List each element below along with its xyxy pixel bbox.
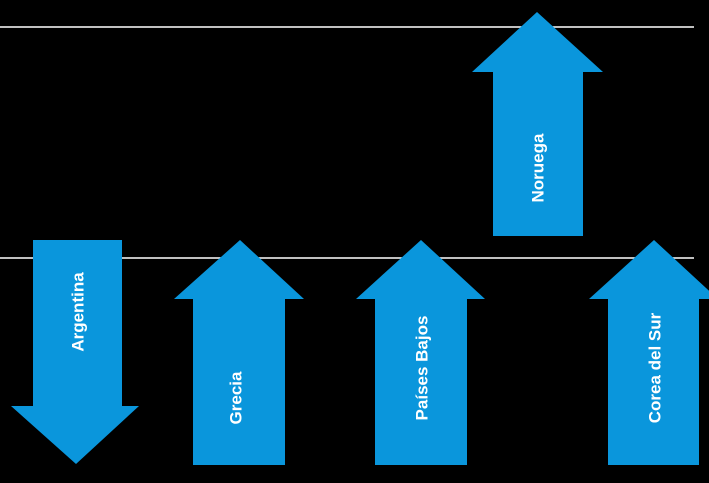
arrow-corea-del-sur-label: Corea del Sur <box>646 312 665 423</box>
arrow-grecia-shape <box>174 240 304 465</box>
arrow-noruega-label: Noruega <box>529 133 548 203</box>
arrow-corea-del-sur: Corea del Sur <box>589 240 709 465</box>
arrow-paises-bajos: Países Bajos <box>356 240 485 465</box>
arrow-argentina-label: Argentina <box>69 272 88 352</box>
arrow-argentina: Argentina <box>11 240 139 464</box>
arrow-paises-bajos-label: Países Bajos <box>413 316 432 421</box>
arrow-noruega: Noruega <box>472 12 603 236</box>
arrow-grecia: Grecia <box>174 240 304 465</box>
arrow-noruega-shape <box>472 12 603 236</box>
arrow-corea-del-sur-shape <box>589 240 709 465</box>
arrow-paises-bajos-shape <box>356 240 485 465</box>
arrow-grecia-label: Grecia <box>227 371 246 424</box>
arrow-argentina-shape <box>11 240 139 464</box>
